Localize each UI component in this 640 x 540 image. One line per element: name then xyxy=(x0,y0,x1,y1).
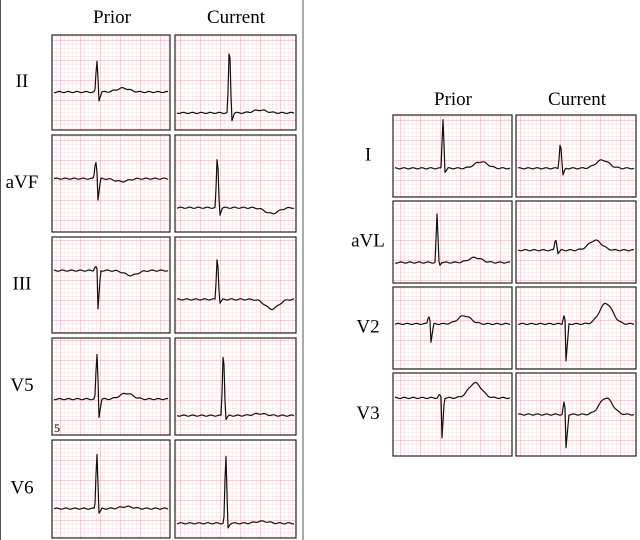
column-header: Current xyxy=(548,89,607,110)
lead-label: aVL xyxy=(351,230,385,251)
ecg-trace xyxy=(176,356,295,421)
ecg-strip xyxy=(392,114,513,198)
ecg-strip xyxy=(515,114,637,198)
ecg-strip xyxy=(174,34,297,131)
lead-label: I xyxy=(365,144,371,165)
ecg-strip xyxy=(515,200,637,284)
ecg-strip xyxy=(515,286,637,370)
lead-label: V5 xyxy=(10,375,33,396)
ecg-trace xyxy=(176,455,295,529)
ecg-strip xyxy=(174,439,297,539)
ecg-trace xyxy=(517,144,635,176)
lead-label: V2 xyxy=(356,316,379,337)
ecg-trace xyxy=(53,161,169,201)
ecg-trace xyxy=(176,259,295,311)
ecg-strip xyxy=(392,286,513,370)
ecg-trace xyxy=(176,159,295,216)
lead-label: V3 xyxy=(356,403,379,424)
ecg-trace xyxy=(176,53,295,122)
ecg-trace xyxy=(394,119,511,173)
ecg-strip xyxy=(51,236,171,334)
ecg-strip xyxy=(392,200,513,284)
ecg-trace xyxy=(517,397,635,449)
column-header: Prior xyxy=(93,7,132,28)
lead-label: aVF xyxy=(6,172,39,193)
column-header: Current xyxy=(207,7,266,28)
ecg-trace xyxy=(53,353,169,419)
ecg-strip xyxy=(51,337,171,436)
ecg-trace xyxy=(517,239,635,255)
lead-label: V6 xyxy=(10,477,33,498)
ecg-trace xyxy=(53,266,169,310)
ecg-trace xyxy=(394,213,511,266)
strip-annotation: 5 xyxy=(54,421,60,435)
column-header: Prior xyxy=(434,89,473,110)
ecg-trace xyxy=(394,381,511,439)
lead-label: III xyxy=(13,273,32,294)
ecg-trace xyxy=(53,453,169,514)
ecg-trace xyxy=(53,60,169,102)
ecg-strip xyxy=(174,134,297,233)
ecg-strip xyxy=(174,337,297,436)
ecg-trace xyxy=(517,302,635,362)
ecg-strip xyxy=(51,34,171,131)
ecg-strip xyxy=(174,236,297,334)
lead-label: II xyxy=(16,71,29,92)
ecg-strip xyxy=(51,134,171,233)
ecg-trace xyxy=(394,315,511,343)
ecg-strip xyxy=(392,372,513,457)
ecg-strip xyxy=(51,439,171,539)
